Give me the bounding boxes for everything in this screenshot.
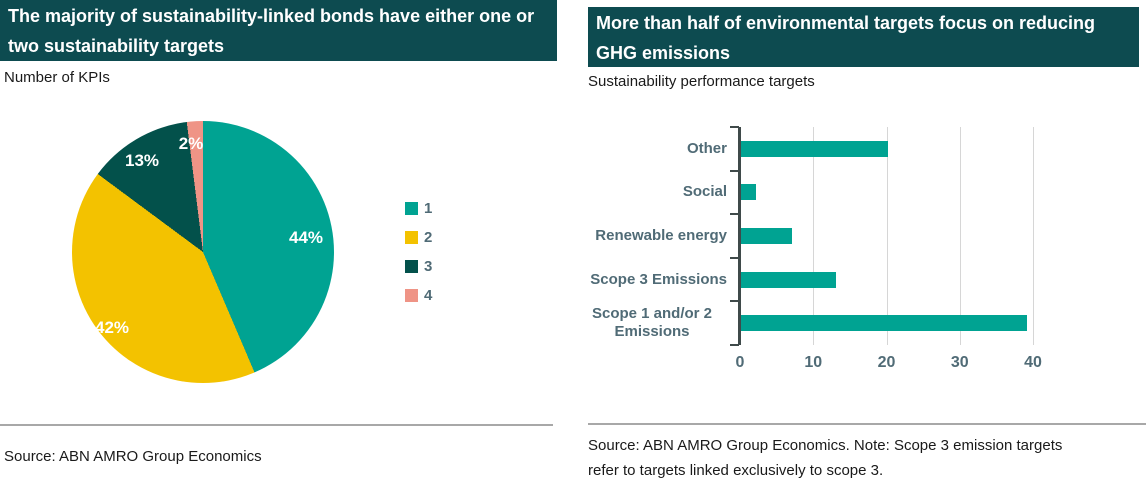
pie-slice-label: 42% [94, 318, 130, 337]
bar-category-label: Other [686, 139, 727, 157]
legend-item: 3 [405, 258, 433, 275]
legend-label: 3 [424, 258, 433, 275]
bar-category-label: Social [682, 183, 727, 201]
bar [741, 315, 1027, 332]
left-source-text: Source: ABN AMRO Group Economics [4, 448, 262, 465]
gridline [959, 127, 961, 345]
right-chart-title: More than half of environmental targets … [588, 7, 1139, 67]
pie-slice-label: 44% [288, 228, 324, 247]
right-source-text: Source: ABN AMRO Group Economics. Note: … [588, 437, 1063, 479]
legend-swatch [405, 289, 418, 302]
legend-label: 1 [424, 200, 433, 217]
bar-category-label: Scope 3 Emissions [590, 270, 727, 288]
left-divider [0, 424, 553, 426]
bar [741, 184, 756, 201]
y-axis-tick [730, 126, 739, 128]
x-axis-tick-label: 0 [735, 354, 745, 371]
x-axis-tick-label: 10 [804, 354, 823, 371]
pie-slice-label: 2% [178, 134, 204, 153]
gridline [813, 127, 815, 345]
x-axis-tick-label: 40 [1024, 354, 1042, 371]
bar [741, 271, 837, 288]
legend-item: 4 [405, 287, 433, 304]
y-axis-tick [730, 256, 739, 259]
legend-swatch [405, 231, 418, 244]
legend-item: 1 [405, 200, 433, 217]
pie-slice-label: 13% [124, 151, 160, 170]
legend-swatch [405, 202, 418, 215]
right-chart-subtitle: Sustainability performance targets [588, 73, 815, 90]
bar-category-label: Renewable energy [595, 227, 727, 244]
left-chart-subtitle: Number of KPIs [4, 69, 110, 86]
y-axis-tick [730, 300, 739, 303]
pie-legend: 1 2 3 4 [405, 200, 433, 318]
y-axis [738, 127, 741, 345]
bar [741, 140, 888, 157]
gridline [886, 127, 888, 345]
legend-label: 4 [424, 287, 433, 304]
gridline [1033, 127, 1034, 345]
pie-chart [72, 121, 334, 383]
bar-category-label: Scope 1 and/or 2 Emissions [591, 305, 713, 341]
x-axis-tick-label: 20 [877, 354, 896, 371]
x-axis-tick-label: 30 [950, 354, 969, 371]
y-axis-tick [730, 344, 739, 346]
legend-swatch [405, 260, 418, 273]
bar [741, 228, 793, 244]
y-axis-tick [730, 169, 739, 172]
left-chart-title: The majority of sustainability-linked bo… [0, 0, 557, 61]
right-divider [588, 423, 1146, 425]
legend-item: 2 [405, 229, 433, 246]
legend-label: 2 [424, 229, 433, 246]
y-axis-tick [730, 213, 739, 216]
